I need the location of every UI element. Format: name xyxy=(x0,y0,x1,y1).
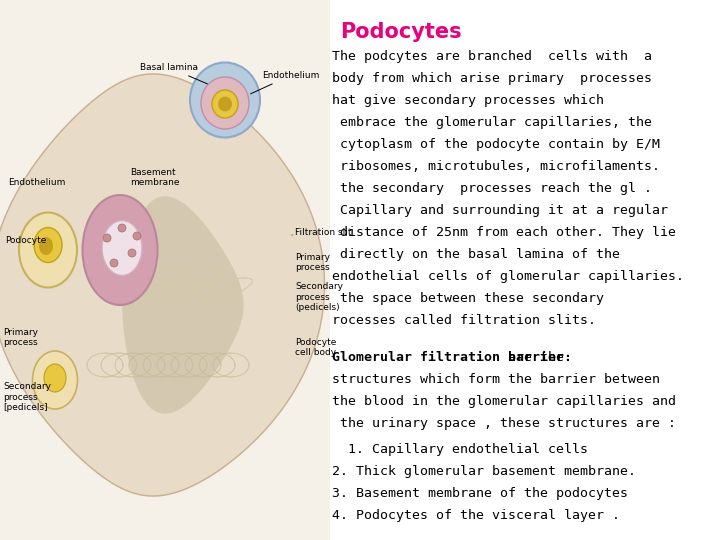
Text: 2. Thick glomerular basement membrane.: 2. Thick glomerular basement membrane. xyxy=(332,465,636,478)
Circle shape xyxy=(110,259,118,267)
Text: Endothelium: Endothelium xyxy=(8,178,66,187)
Text: Endothelium: Endothelium xyxy=(251,71,320,94)
Text: the blood in the glomerular capillaries and: the blood in the glomerular capillaries … xyxy=(332,395,676,408)
Text: ribosomes, microtubules, microfilaments.: ribosomes, microtubules, microfilaments. xyxy=(332,160,660,173)
Ellipse shape xyxy=(34,227,62,262)
Text: 3. Basement membrane of the podocytes: 3. Basement membrane of the podocytes xyxy=(332,487,628,500)
Circle shape xyxy=(118,224,126,232)
Circle shape xyxy=(128,249,136,257)
Text: Primary
process: Primary process xyxy=(295,253,330,272)
Ellipse shape xyxy=(32,351,78,409)
Text: rocesses called filtration slits.: rocesses called filtration slits. xyxy=(332,314,596,327)
Ellipse shape xyxy=(218,97,232,111)
Circle shape xyxy=(133,232,141,240)
Text: Glomerular filtration barrier:: Glomerular filtration barrier: xyxy=(332,351,572,364)
Text: Primary
process: Primary process xyxy=(3,328,38,347)
Text: endothelial cells of glomerular capillaries.: endothelial cells of glomerular capillar… xyxy=(332,270,684,283)
Ellipse shape xyxy=(19,213,77,287)
Text: Secondary
process
[pedicels]: Secondary process [pedicels] xyxy=(3,382,51,412)
Text: directly on the basal lamina of the: directly on the basal lamina of the xyxy=(332,248,620,261)
Text: the space between these secondary: the space between these secondary xyxy=(332,292,604,305)
Text: are the: are the xyxy=(500,351,564,364)
Ellipse shape xyxy=(44,364,66,392)
Text: Podocyte: Podocyte xyxy=(5,236,46,245)
Text: cytoplasm of the podocyte contain by E/M: cytoplasm of the podocyte contain by E/M xyxy=(332,138,660,151)
Text: 1. Capillary endothelial cells: 1. Capillary endothelial cells xyxy=(332,443,588,456)
Text: Secondary
process
(pedicels): Secondary process (pedicels) xyxy=(295,282,343,312)
Text: Podocytes: Podocytes xyxy=(340,22,462,42)
Text: Podocyte
cell body: Podocyte cell body xyxy=(295,338,336,357)
Polygon shape xyxy=(0,74,325,496)
Text: embrace the glomerular capillaries, the: embrace the glomerular capillaries, the xyxy=(332,116,652,129)
Text: the secondary  processes reach the gl .: the secondary processes reach the gl . xyxy=(332,182,652,195)
Ellipse shape xyxy=(212,90,238,118)
Text: the urinary space , these structures are :: the urinary space , these structures are… xyxy=(332,417,676,430)
Text: distance of 25nm from each other. They lie: distance of 25nm from each other. They l… xyxy=(332,226,676,239)
Text: hat give secondary processes which: hat give secondary processes which xyxy=(332,94,604,107)
Text: The podcytes are branched  cells with  a: The podcytes are branched cells with a xyxy=(332,50,652,63)
Ellipse shape xyxy=(39,237,53,255)
Text: Basement
membrane: Basement membrane xyxy=(130,167,179,187)
Circle shape xyxy=(103,234,111,242)
Ellipse shape xyxy=(83,195,158,305)
Text: 4. Podocytes of the visceral layer .: 4. Podocytes of the visceral layer . xyxy=(332,509,620,522)
Ellipse shape xyxy=(102,220,142,275)
Polygon shape xyxy=(123,197,243,413)
Text: Capillary and surrounding it at a regular: Capillary and surrounding it at a regula… xyxy=(332,204,668,217)
Ellipse shape xyxy=(201,77,249,129)
Text: structures which form the barrier between: structures which form the barrier betwee… xyxy=(332,373,660,386)
Bar xyxy=(0,0,330,540)
Text: Basal lamina: Basal lamina xyxy=(140,63,207,84)
Text: Filtration slit: Filtration slit xyxy=(292,228,351,237)
Text: body from which arise primary  processes: body from which arise primary processes xyxy=(332,72,652,85)
Ellipse shape xyxy=(190,63,260,138)
